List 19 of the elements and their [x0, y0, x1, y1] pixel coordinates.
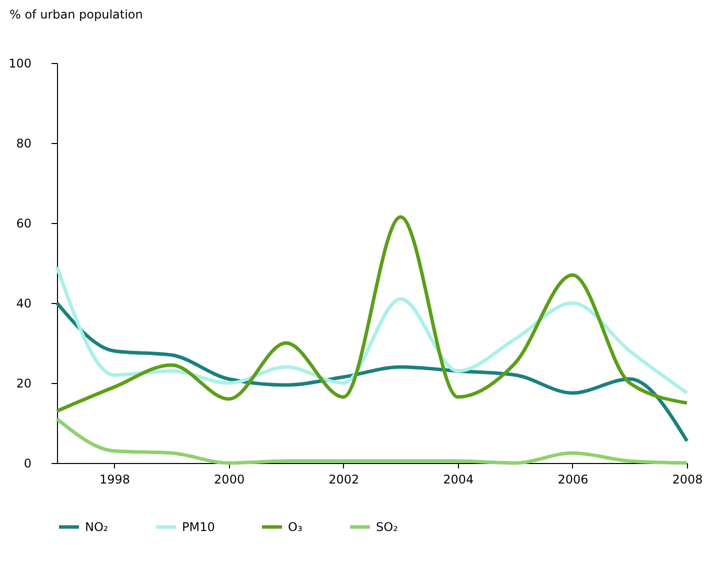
x-tick-label: 2006 — [558, 472, 588, 486]
legend-label: O₃ — [288, 520, 302, 534]
y-tick-label: 80 — [16, 136, 32, 150]
x-tick-label: 2002 — [328, 472, 360, 486]
line-series — [55, 215, 689, 413]
y-tick-label: 20 — [16, 376, 32, 390]
legend-label: PM10 — [182, 520, 215, 534]
x-tick-label: 2008 — [672, 472, 703, 486]
y-tick-label: 100 — [8, 56, 32, 70]
x-tick-label: 1998 — [100, 472, 130, 486]
y-tick-label: 0 — [24, 456, 32, 470]
x-tick-label: 2004 — [443, 472, 474, 486]
line-series — [55, 265, 689, 395]
y-tick-label: 60 — [16, 216, 32, 230]
x-tick-label: 2000 — [214, 472, 245, 486]
y-axis-title: % of urban population — [10, 8, 143, 22]
legend-label: NO₂ — [85, 520, 108, 534]
legend-label: SO₂ — [376, 520, 398, 534]
y-tick-label: 40 — [16, 296, 32, 310]
